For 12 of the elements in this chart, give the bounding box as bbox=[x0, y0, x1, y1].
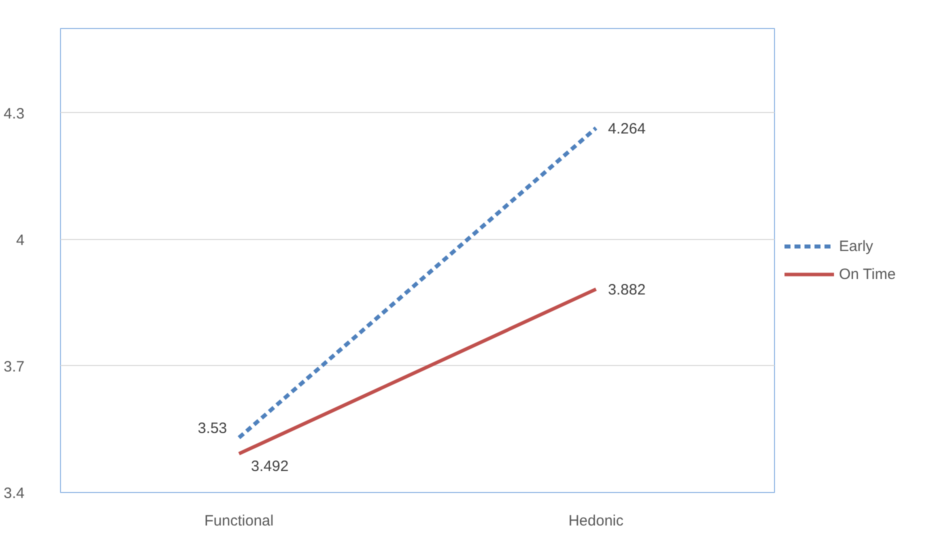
data-label: 3.492 bbox=[251, 458, 289, 476]
y-tick-label: 3.7 bbox=[4, 358, 25, 376]
y-tick-label: 3.4 bbox=[4, 485, 25, 502]
data-label: 4.264 bbox=[608, 120, 646, 138]
legend-label: On Time bbox=[839, 266, 896, 282]
x-tick-label: Hedonic bbox=[568, 512, 624, 530]
legend-label: Early bbox=[839, 238, 874, 254]
x-tick-label: Functional bbox=[204, 512, 274, 530]
y-tick-label: 4 bbox=[16, 232, 24, 249]
y-tick-label: 4.3 bbox=[4, 105, 25, 122]
data-label: 3.882 bbox=[608, 282, 646, 299]
data-label: 3.53 bbox=[198, 420, 228, 438]
